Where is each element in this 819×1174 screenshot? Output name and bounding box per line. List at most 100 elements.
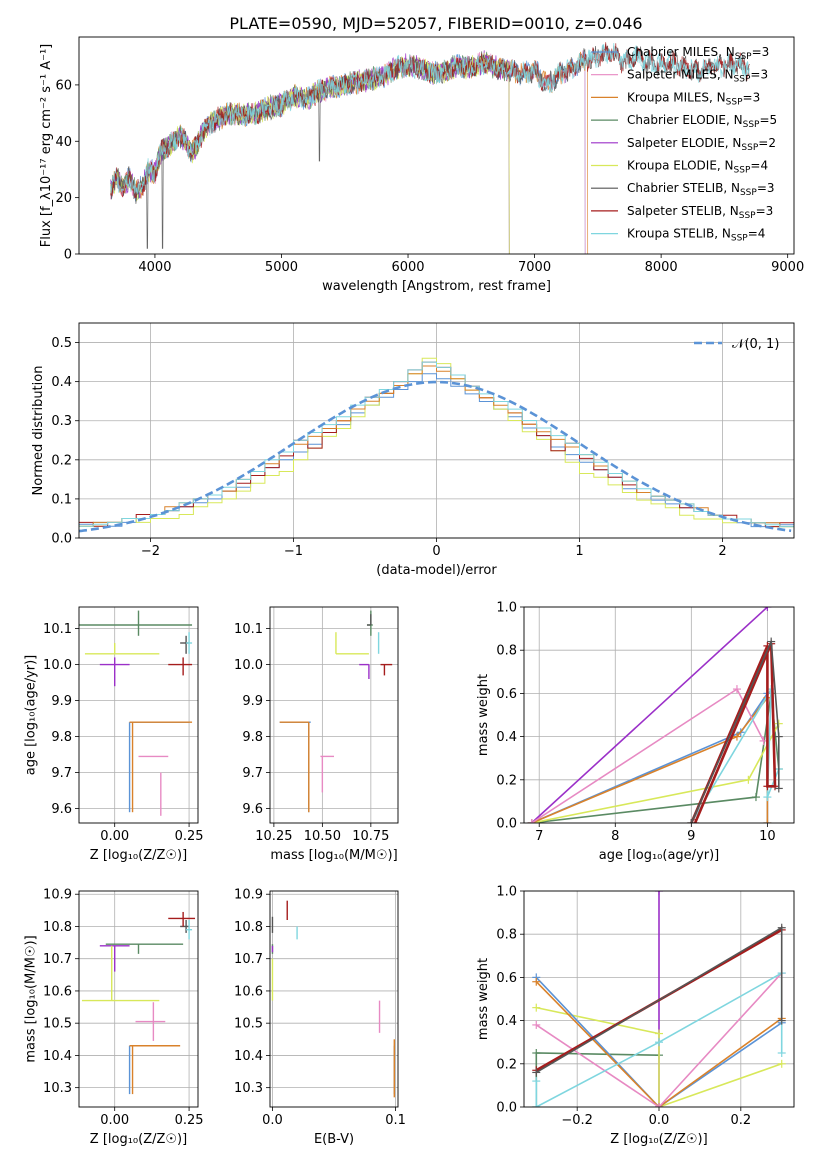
errorbar-point-salpeter-stelib [168, 911, 196, 927]
legend-label: Kroupa STELIB, NSSP=4 [627, 227, 765, 244]
legend-label: Chabrier MILES, NSSP=3 [627, 45, 769, 62]
weight-marker [763, 782, 772, 791]
x-tick-label: 0.25 [175, 1113, 204, 1128]
y-tick-label: 0.4 [496, 730, 517, 745]
x-tick-label: −0.2 [561, 1113, 593, 1128]
y-axis-label: mass weight [476, 958, 491, 1040]
weight-marker [763, 793, 772, 802]
y-tick-label: 0.3 [51, 414, 72, 429]
errorbar-point-chabrier-stelib [180, 635, 190, 654]
y-tick-label: 0.8 [496, 928, 517, 943]
y-tick-label: 10.6 [234, 984, 263, 999]
y-tick-label: 10.0 [234, 658, 263, 673]
legend-label: Salpeter ELODIE, NSSP=2 [627, 136, 776, 153]
y-tick-label: 10.5 [43, 1017, 72, 1032]
y-tick-label: 0.4 [496, 1014, 517, 1029]
normal-curve [79, 380, 792, 533]
axes-age-vs-Z: 0.00 0.25 9.6 9.7 9.8 9.9 10.0 10.1 Z [log₁₀(Z/Z… [24, 606, 204, 863]
y-tick-label: 10.1 [43, 622, 72, 637]
x-tick-label: 0.0 [649, 1113, 670, 1128]
histogram-chabrier-miles [79, 373, 794, 528]
weight-line-kroupa-stelib [690, 688, 780, 823]
errorbar-point-chabrier-miles [128, 1045, 178, 1095]
spectrum-legend: Chabrier MILES, NSSP=3 Salpeter MILES, NS… [591, 45, 777, 244]
residual-legend: 𝒩(0, 1) [694, 337, 779, 352]
x-tick-label: 0.2 [730, 1113, 751, 1128]
weight-marker [777, 923, 786, 932]
y-axis-label: mass [log₁₀(M/M☉)] [24, 935, 39, 1062]
y-tick-label: 9.6 [51, 802, 72, 817]
errorbar-point-salpeter-miles [320, 755, 334, 793]
x-tick-label: 0.00 [100, 829, 129, 844]
y-axis-label: Flux [f_λ10⁻¹⁷ erg cm⁻² s⁻¹ A⁻¹] [39, 44, 54, 248]
y-tick-label: 40 [55, 135, 72, 150]
errorbar-point-chabrier-elodie [366, 610, 373, 636]
axes-residuals: −2 −1 0 1 2 0.0 0.1 0.2 0.3 0.4 0.5 (data-model)/er… [31, 322, 795, 578]
x-axis-label: Z [log₁₀(Z/Z☉)] [90, 1132, 187, 1147]
weight-marker [774, 732, 783, 741]
plot-area-spectrum [110, 42, 750, 254]
plot-area-mass-vs-Z [81, 911, 196, 1095]
weight-marker [777, 1049, 786, 1057]
errorbar-point-salpeter-stelib [380, 663, 393, 676]
x-tick-label: 0 [432, 544, 440, 559]
y-tick-label: 0.2 [496, 1057, 517, 1072]
x-tick-label: 10 [759, 829, 776, 844]
weight-marker [732, 732, 741, 741]
spectrum-line-salpeter-stelib [110, 42, 750, 199]
y-tick-label: 20 [55, 191, 72, 206]
y-tick-label: 10.4 [43, 1049, 72, 1064]
x-tick-label: 7000 [518, 260, 551, 275]
y-tick-label: 0.8 [496, 644, 517, 659]
y-tick-label: 0.0 [51, 532, 72, 547]
y-tick-label: 0.1 [51, 492, 72, 507]
x-tick-label: 0.1 [385, 1113, 406, 1128]
axes-frame [78, 322, 795, 539]
weight-marker [763, 819, 772, 823]
y-tick-label: 60 [55, 78, 72, 93]
x-tick-label: 2 [718, 544, 726, 559]
weight-marker [655, 1029, 663, 1038]
y-tick-label: 9.7 [242, 766, 263, 781]
y-tick-label: 10.9 [234, 888, 263, 903]
x-tick-label: 6000 [391, 260, 424, 275]
x-axis-label: Z [log₁₀(Z/Z☉)] [90, 848, 187, 863]
errorbar-point-salpeter-elodie [99, 945, 130, 972]
errorbar-point-salpeter-miles [135, 1002, 166, 1041]
weight-marker [655, 1103, 663, 1107]
histogram-kroupa-elodie [79, 357, 794, 528]
legend-label: Chabrier ELODIE, NSSP=5 [627, 113, 777, 130]
axes-frame [523, 606, 795, 824]
weight-marker [655, 891, 663, 895]
y-tick-label: 10.8 [234, 920, 263, 935]
x-tick-label: 0.0 [262, 1113, 283, 1128]
y-tick-label: 0 [64, 248, 72, 263]
x-tick-label: 5000 [265, 260, 298, 275]
axes-age-vs-mass: 10.25 10.50 10.75 9.6 9.7 9.8 9.9 10.0 10.1 mass … [234, 606, 399, 863]
x-tick-label: 8 [611, 829, 619, 844]
y-tick-label: 1.0 [496, 601, 517, 616]
errorbar-point-kroupa-elodie [335, 632, 369, 655]
weight-marker [744, 775, 753, 784]
y-tick-label: 10.8 [43, 920, 72, 935]
weight-marker [767, 637, 776, 646]
x-tick-label: 9000 [771, 260, 804, 275]
x-axis-label: (data-model)/error [376, 563, 497, 578]
weight-marker [655, 1038, 663, 1047]
y-tick-label: 0.0 [496, 817, 517, 832]
y-tick-label: 0.6 [496, 687, 517, 702]
y-tick-label: 10.0 [43, 658, 72, 673]
y-tick-label: 10.4 [234, 1049, 263, 1064]
y-axis-label: age [log₁₀(age/yr)] [24, 655, 39, 776]
axes-frame [269, 606, 399, 824]
errorbar-point-salpeter-elodie [359, 663, 370, 679]
plot-area-age-vs-mass [279, 610, 393, 813]
weight-line-kroupa-miles [531, 695, 769, 823]
x-tick-label: 7 [535, 829, 543, 844]
y-tick-label: 1.0 [496, 885, 517, 900]
axes-mass-weight-vs-Z: −0.2 0.0 0.2 0.0 0.2 0.4 0.6 0.8 1.0 Z [log₁₀(Z/Z… [476, 885, 795, 1147]
weight-marker [532, 977, 541, 986]
plot-area-mass-weight-vs-Z [532, 891, 786, 1107]
axes-frame [78, 36, 795, 255]
errorbar-point-chabrier-elodie [79, 610, 193, 636]
